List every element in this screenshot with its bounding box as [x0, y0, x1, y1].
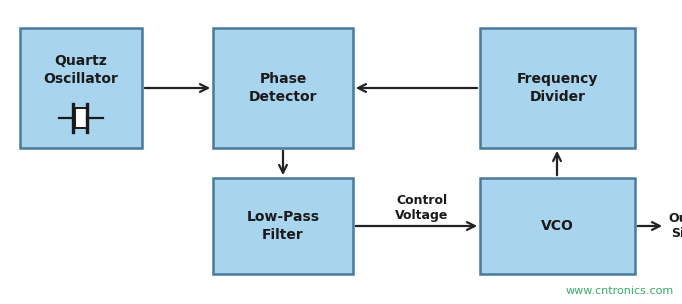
Text: www.cntronics.com: www.cntronics.com: [566, 286, 674, 296]
Bar: [480, 28, 635, 148]
Text: Phase
Detector: Phase Detector: [249, 72, 317, 104]
Bar: [213, 28, 353, 148]
Text: Frequency
Divider: Frequency Divider: [517, 72, 598, 104]
Text: Low-Pass
Filter: Low-Pass Filter: [246, 210, 319, 242]
Text: Control
Voltage: Control Voltage: [396, 194, 449, 222]
Bar: [75, 108, 87, 128]
Bar: [480, 178, 635, 274]
Text: Quartz
Oscillator: Quartz Oscillator: [44, 54, 119, 86]
Bar: [213, 178, 353, 274]
Bar: [20, 28, 142, 148]
Text: Output
Signal: Output Signal: [668, 212, 682, 240]
Text: VCO: VCO: [541, 219, 574, 233]
